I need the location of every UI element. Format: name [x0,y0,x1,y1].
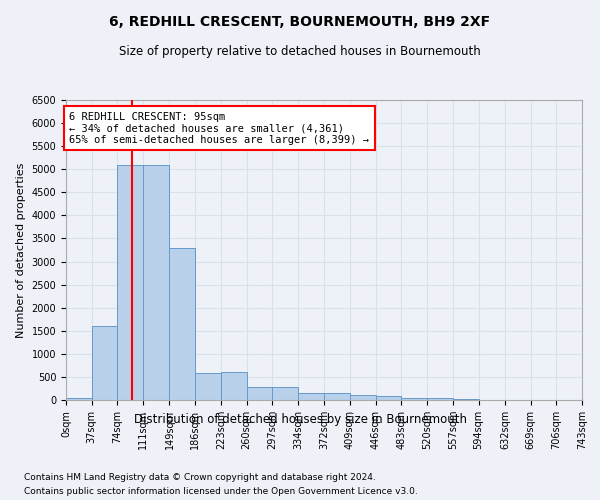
Bar [169,248,195,400]
Bar [143,164,169,400]
Text: Contains public sector information licensed under the Open Government Licence v3: Contains public sector information licen… [24,488,418,496]
Text: Contains HM Land Registry data © Crown copyright and database right 2024.: Contains HM Land Registry data © Crown c… [24,472,376,482]
Bar [272,387,298,400]
Bar [247,387,272,400]
Bar [325,393,350,400]
Y-axis label: Number of detached properties: Number of detached properties [16,162,26,338]
Text: Size of property relative to detached houses in Bournemouth: Size of property relative to detached ho… [119,45,481,58]
Text: 6 REDHILL CRESCENT: 95sqm
← 34% of detached houses are smaller (4,361)
65% of se: 6 REDHILL CRESCENT: 95sqm ← 34% of detac… [70,112,370,144]
Bar [427,398,453,400]
Bar [92,326,118,400]
Bar [401,398,427,400]
Bar [118,164,143,400]
Bar [453,399,479,400]
Bar [350,395,376,400]
Bar [221,372,247,400]
Bar [66,398,92,400]
Text: Distribution of detached houses by size in Bournemouth: Distribution of detached houses by size … [133,412,467,426]
Bar [376,396,401,400]
Bar [298,392,325,400]
Bar [195,373,221,400]
Text: 6, REDHILL CRESCENT, BOURNEMOUTH, BH9 2XF: 6, REDHILL CRESCENT, BOURNEMOUTH, BH9 2X… [109,15,491,29]
